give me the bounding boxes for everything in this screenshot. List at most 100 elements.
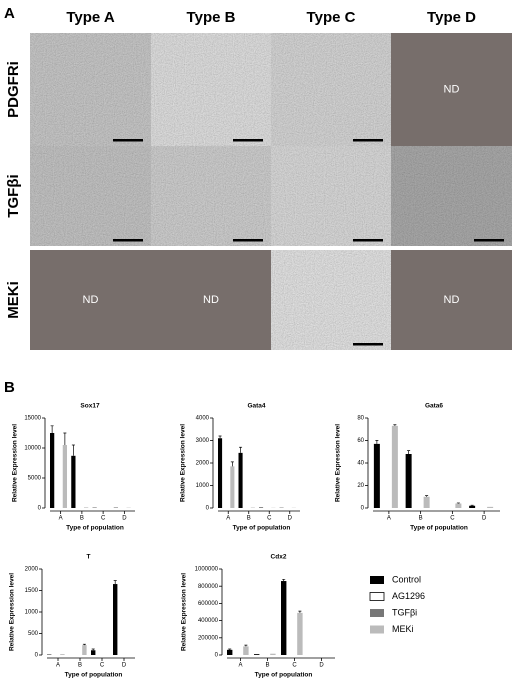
y-tick-label: 800000 — [198, 584, 219, 590]
y-tick-label: 1000000 — [195, 567, 219, 573]
error-bar — [298, 610, 302, 613]
y-tick-label: 400000 — [198, 618, 219, 624]
micrograph-texture — [271, 146, 391, 246]
y-axis-label: Relative Expression level — [335, 424, 342, 502]
x-tick-label: C — [450, 516, 455, 522]
row-label: PDGFRi — [5, 61, 22, 118]
nd-label: ND — [83, 294, 99, 306]
micrograph-texture — [151, 33, 271, 146]
bar — [297, 612, 303, 655]
y-tick-label: 2000 — [25, 567, 39, 573]
y-tick-label: 200000 — [198, 635, 219, 641]
x-tick-label: B — [80, 516, 84, 522]
bar — [218, 438, 223, 508]
x-tick-label: A — [226, 516, 230, 522]
x-axis-label: Type of population — [65, 672, 123, 679]
bar — [60, 654, 65, 655]
nd-panel — [391, 250, 512, 350]
error-bar — [230, 461, 234, 467]
bar — [84, 507, 89, 508]
y-tick-label: 4000 — [196, 416, 210, 422]
x-axis-label: Type of population — [410, 525, 468, 532]
error-bar — [407, 450, 411, 454]
micrograph-texture — [30, 33, 151, 146]
scale-bar — [113, 239, 143, 242]
error-bar — [456, 502, 460, 504]
error-bar — [244, 644, 248, 647]
micrograph-texture — [271, 250, 391, 350]
error-bar — [282, 578, 286, 582]
column-header: Type C — [307, 9, 356, 26]
bar — [281, 581, 287, 655]
x-tick-label: A — [56, 663, 60, 669]
y-tick-label: 0 — [38, 506, 42, 512]
column-header: Type B — [187, 9, 236, 26]
y-tick-label: 0 — [35, 653, 39, 659]
y-tick-label: 0 — [206, 506, 210, 512]
row-label: TGFβi — [5, 174, 22, 217]
bar — [230, 466, 235, 508]
x-axis-label: Type of population — [233, 525, 291, 532]
bar — [227, 649, 233, 655]
y-tick-label: 60 — [357, 438, 364, 444]
x-axis-label: Type of population — [66, 525, 124, 532]
bar — [91, 650, 96, 655]
micrograph-texture — [151, 146, 271, 246]
y-tick-label: 2000 — [196, 461, 210, 467]
error-bar — [113, 580, 117, 585]
y-tick-label: 5000 — [28, 476, 42, 482]
x-tick-label: C — [292, 663, 297, 669]
x-tick-label: C — [101, 516, 106, 522]
y-tick-label: 3000 — [196, 438, 210, 444]
scale-bar — [353, 343, 383, 346]
scale-bar — [113, 139, 143, 142]
x-tick-label: D — [122, 516, 127, 522]
error-bar — [239, 446, 243, 453]
nd-label: ND — [444, 83, 460, 95]
legend-swatch — [370, 625, 384, 634]
bar — [487, 506, 494, 508]
column-header: Type A — [66, 9, 115, 26]
x-tick-label: B — [265, 663, 269, 669]
chart-title: Gata4 — [247, 403, 265, 410]
y-tick-label: 15000 — [24, 416, 41, 422]
error-bar — [375, 440, 379, 444]
bar — [423, 496, 430, 508]
y-tick-label: 20 — [357, 483, 364, 489]
scale-bar — [233, 139, 263, 142]
error-bar — [63, 432, 67, 445]
nd-panel — [30, 250, 151, 350]
nd-label: ND — [203, 294, 219, 306]
nd-panel — [391, 33, 512, 146]
y-tick-label: 1000 — [196, 483, 210, 489]
bar — [270, 653, 276, 655]
legend-label: MEKi — [392, 624, 414, 634]
micrograph-texture — [30, 146, 151, 246]
x-tick-label: D — [482, 516, 487, 522]
chart-title: Cdx2 — [271, 554, 287, 561]
x-tick-label: A — [59, 516, 63, 522]
chart-title: Gata6 — [425, 403, 443, 410]
chart-title: Sox17 — [80, 403, 100, 410]
panel-label: A — [4, 5, 15, 22]
y-axis-label: Relative Expression level — [9, 573, 16, 651]
y-tick-label: 40 — [357, 461, 364, 467]
bar — [113, 584, 118, 655]
scale-bar — [233, 239, 263, 242]
error-bar — [50, 425, 54, 433]
micrograph-texture — [391, 146, 512, 246]
y-tick-label: 10000 — [24, 446, 41, 452]
legend-label: TGFβi — [392, 607, 417, 617]
bar — [50, 433, 55, 508]
y-tick-label: 0 — [215, 653, 219, 659]
x-tick-label: C — [267, 516, 272, 522]
legend-swatch — [369, 592, 385, 601]
row-label: MEKi — [5, 281, 22, 319]
error-bar — [425, 495, 429, 497]
bar — [455, 503, 462, 508]
column-header: Type D — [427, 9, 476, 26]
error-bar — [470, 504, 474, 506]
y-tick-label: 0 — [361, 506, 365, 512]
legend-swatch — [370, 609, 384, 617]
